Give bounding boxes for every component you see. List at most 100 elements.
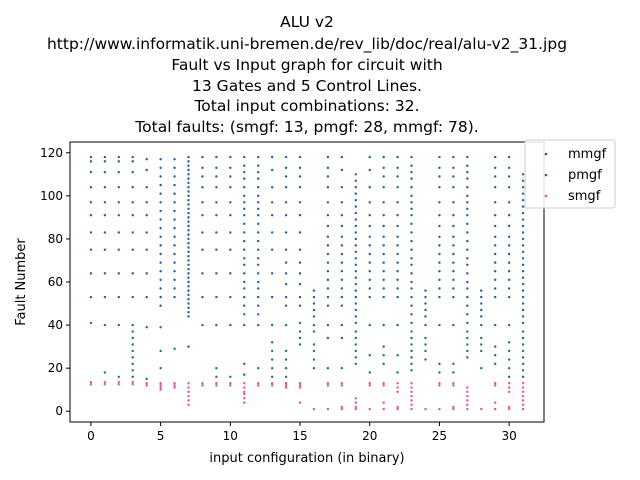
mmgf-point [354, 295, 357, 299]
mmgf-point [229, 166, 232, 170]
mmgf-point [215, 175, 218, 178]
mmgf-point [159, 304, 162, 307]
pmgf-point [340, 323, 344, 327]
mmgf-point [201, 231, 204, 234]
mmgf-point [354, 315, 357, 318]
smgf-point [159, 384, 162, 387]
mmgf-point [89, 201, 93, 204]
x-tick-label: 5 [157, 429, 165, 443]
mmgf-point [368, 235, 371, 238]
smgf-point [521, 390, 525, 394]
mmgf-point [270, 214, 274, 217]
smgf-point [521, 399, 525, 402]
smgf-point [187, 382, 190, 385]
pmgf-point [243, 362, 246, 366]
mmgf-point [466, 272, 469, 275]
mmgf-point [410, 287, 413, 290]
mmgf-point [452, 252, 455, 256]
mmgf-point [117, 155, 120, 159]
smgf-point [410, 403, 413, 406]
smgf-point [173, 386, 176, 389]
mmgf-point [368, 244, 371, 247]
smgf-point [507, 407, 511, 411]
legend-label-mmgf: mmgf [568, 147, 607, 162]
mmgf-point [354, 211, 357, 215]
mmgf-point [396, 214, 399, 217]
smgf-point [410, 382, 413, 385]
mmgf-point [298, 214, 302, 217]
mmgf-point [354, 192, 357, 195]
mmgf-point [257, 177, 260, 180]
mmgf-point [103, 295, 107, 299]
mmgf-point [131, 272, 134, 275]
mmgf-point [131, 231, 134, 234]
smgf-point [243, 382, 246, 385]
mmgf-point [521, 276, 525, 279]
mmgf-point [159, 183, 162, 187]
pmgf-point [270, 323, 274, 327]
pmgf-point [438, 362, 441, 366]
mmgf-point [396, 175, 399, 178]
pmgf-point [131, 323, 134, 327]
mmgf-point [187, 207, 190, 210]
mmgf-point [257, 194, 260, 198]
smgf-point [494, 382, 497, 385]
x-tick-label: 25 [432, 429, 447, 443]
mmgf-point [187, 246, 190, 249]
pmgf-point [340, 336, 344, 340]
mmgf-point [521, 237, 525, 241]
pmgf-point [131, 356, 134, 359]
smgf-point [326, 407, 330, 411]
smgf-point [354, 407, 357, 411]
mmgf-point [452, 278, 455, 282]
smgf-point [466, 403, 469, 406]
mmgf-point [173, 252, 176, 256]
mmgf-point [326, 201, 330, 204]
mmgf-point [480, 289, 483, 292]
mmgf-point [354, 173, 357, 176]
mmgf-point [494, 295, 497, 299]
mmgf-point [284, 155, 288, 159]
mmgf-point [187, 186, 190, 189]
mmgf-point [368, 214, 371, 217]
smgf-point [521, 394, 525, 398]
y-tick-label: 40 [48, 318, 63, 332]
mmgf-point [396, 186, 399, 189]
mmgf-point [187, 285, 190, 288]
mmgf-point [354, 282, 357, 286]
mmgf-point [410, 177, 413, 180]
pmgf-point [424, 323, 427, 327]
mmgf-point [187, 198, 190, 202]
mmgf-point [257, 201, 260, 204]
mmgf-point [187, 289, 190, 292]
pmgf-point [326, 366, 330, 370]
mmgf-point [326, 304, 330, 307]
pmgf-point [215, 375, 218, 378]
mmgf-point [340, 168, 344, 172]
mmgf-point [215, 186, 218, 189]
mmgf-point [354, 276, 357, 279]
mmgf-point [354, 250, 357, 254]
mmgf-point [438, 278, 441, 282]
pmgf-point [424, 336, 427, 340]
pmgf-point [396, 354, 399, 357]
mmgf-point [159, 270, 162, 273]
legend: mmgf pmgf smgf [524, 139, 616, 209]
pmgf-point [312, 358, 316, 361]
mmgf-point [89, 186, 93, 189]
smgf-point [117, 380, 120, 384]
mmgf-point [340, 287, 344, 290]
mmgf-point [284, 248, 288, 251]
mmgf-point [340, 295, 344, 299]
mmgf-point [257, 170, 260, 174]
smgf-point [452, 407, 455, 411]
mmgf-point [507, 252, 511, 256]
mmgf-point [410, 263, 413, 266]
smgf-point [201, 384, 204, 387]
mmgf-point [452, 244, 455, 247]
mmgf-point [131, 295, 134, 299]
mmgf-point [173, 270, 176, 273]
mmgf-point [354, 257, 357, 260]
mmgf-point [326, 270, 330, 273]
mmgf-point [494, 261, 497, 264]
